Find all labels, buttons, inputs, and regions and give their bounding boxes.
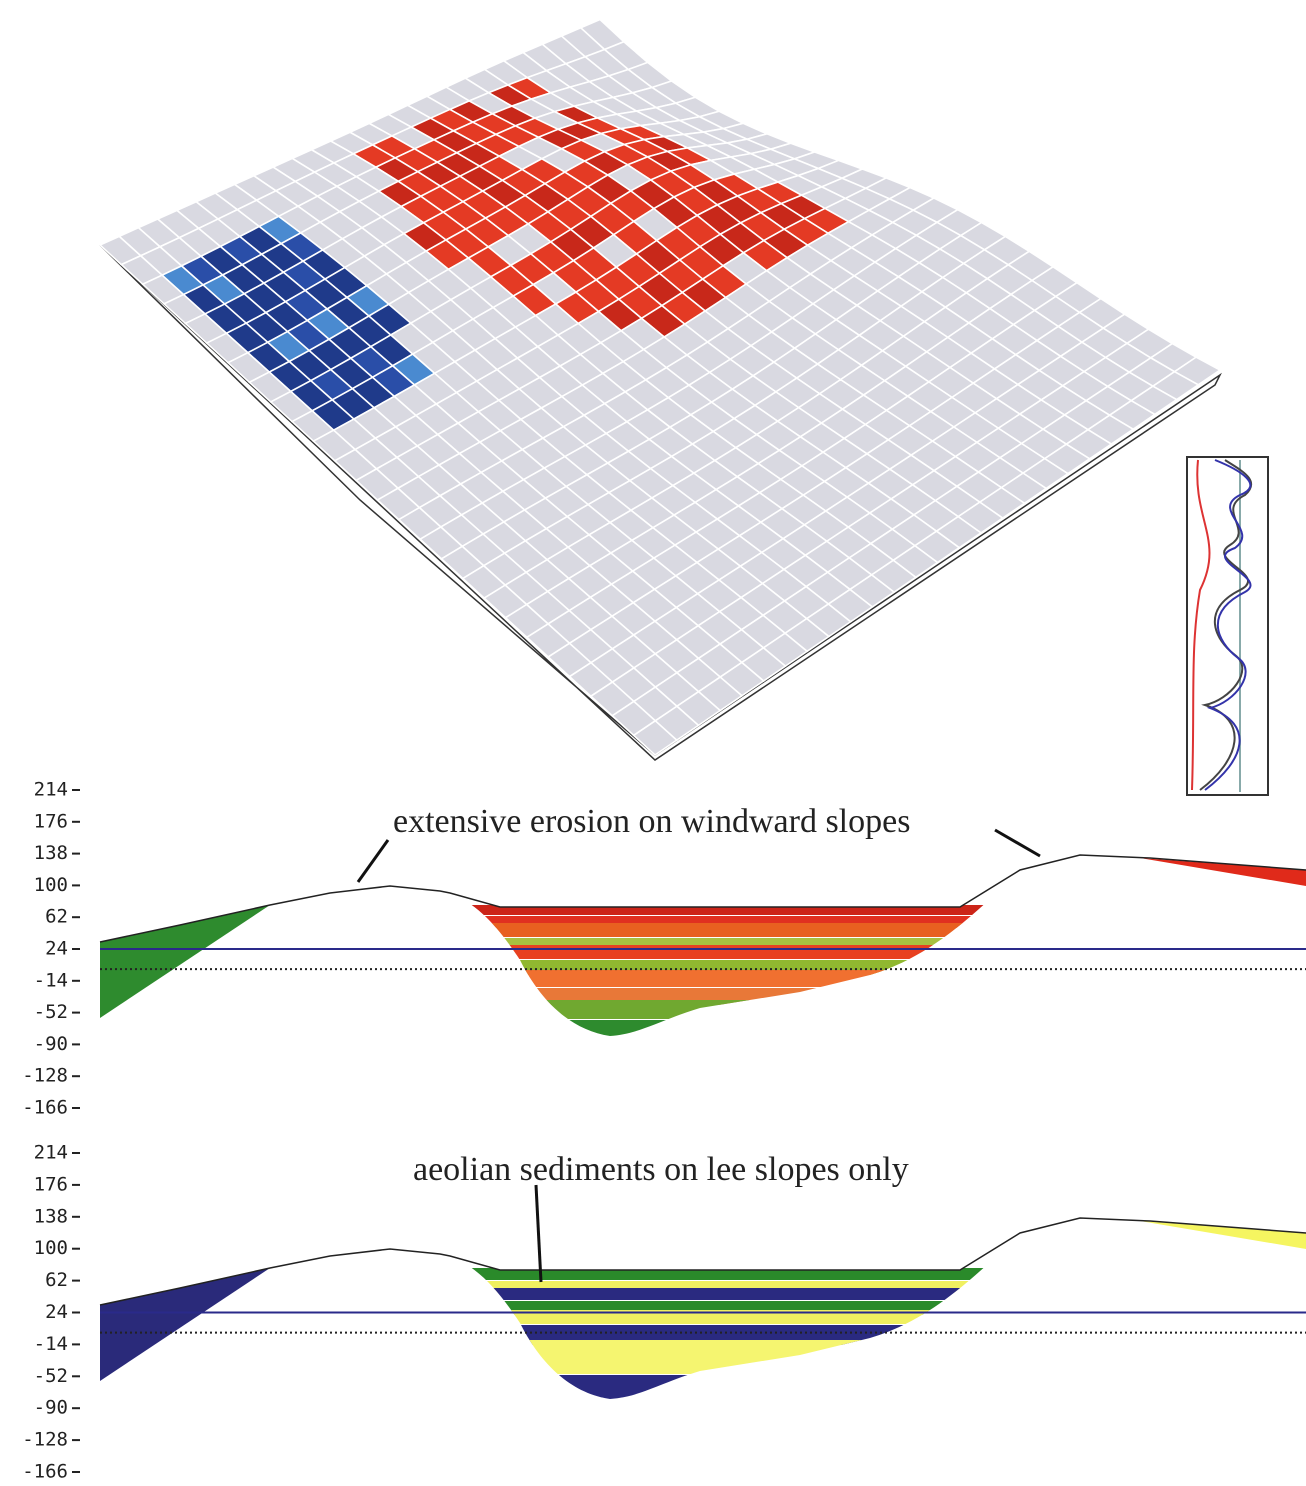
basin-fill [440,905,1040,1045]
cross-section: 214 176 138 100 62 24 -14 -52 -90 -128 -166 aeolian… [22,1142,1306,1483]
y-tick-label: -90 [34,1397,68,1419]
leader-line [536,1185,541,1282]
annotation: extensive erosion on windward slopes [393,803,910,840]
y-tick-label: 24 [45,1301,68,1323]
sediment-layer [440,1375,1040,1408]
y-tick-label: -128 [22,1429,68,1451]
figure: 214 176 138 100 62 24 -14 -52 -90 -128 -166 extensi… [0,0,1306,1486]
y-tick-label: -166 [22,1097,68,1119]
y-tick-label: -52 [34,1001,68,1023]
y-tick-label: 176 [34,810,68,832]
y-tick-label: -52 [34,1365,68,1387]
y-tick-label: 214 [34,779,68,801]
y-tick-label: 214 [34,1142,68,1164]
y-tick-label: 62 [45,1269,68,1291]
y-tick-label: 138 [34,1205,68,1227]
y-tick-label: -14 [34,1333,68,1355]
y-tick-label: -166 [22,1461,68,1483]
sediment-layer [440,923,1040,937]
y-tick-label: 176 [34,1173,68,1195]
sediment-wedge [1140,858,1306,886]
y-tick-label: 62 [45,906,68,928]
sediment-layer [440,945,1040,959]
terrain-surface [100,19,1220,760]
sediment-layer [440,1000,1040,1019]
y-tick-label: 100 [34,1237,68,1259]
sediment-wedge [100,1268,270,1381]
sediment-wedge [1140,1221,1306,1249]
inset-plot [1187,457,1268,795]
cross-section: 214 176 138 100 62 24 -14 -52 -90 -128 -166 extensi… [22,779,1306,1119]
basin-fill [440,1268,1040,1408]
leader-line [995,830,1040,856]
sediment-layer [440,1340,1040,1374]
y-tick-label: 24 [45,938,68,960]
y-tick-label: -14 [34,969,68,991]
sediment-layer [440,1020,1040,1045]
leader-line [358,840,388,882]
sediment-wedge [100,905,270,1018]
sediment-layer [440,988,1040,1005]
y-tick-label: 138 [34,842,68,864]
y-tick-label: -128 [22,1065,68,1087]
y-tick-label: -90 [34,1033,68,1055]
y-tick-label: 100 [34,874,68,896]
annotation: aeolian sediments on lee slopes only [413,1151,909,1188]
sediment-layer [440,970,1040,987]
sediment-layer [440,1288,1040,1300]
